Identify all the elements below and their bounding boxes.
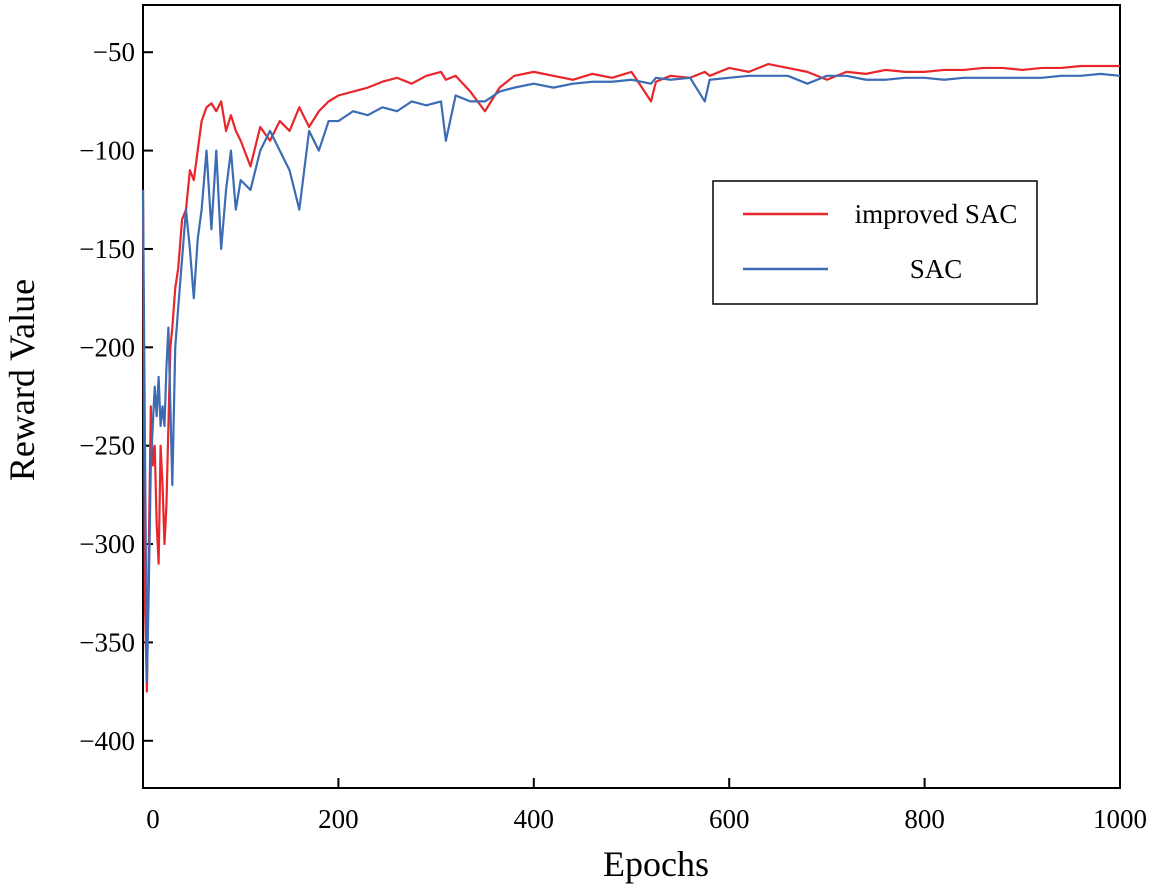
legend-label: SAC: [910, 254, 963, 284]
x-tick-label: 1000: [1093, 804, 1147, 834]
legend-label: improved SAC: [855, 199, 1018, 229]
x-axis-label: Epochs: [603, 844, 709, 884]
plot-frame: [142, 4, 1121, 789]
y-tick-label: −150: [79, 234, 135, 264]
y-tick-label: −250: [79, 431, 135, 461]
x-tick-label: 600: [709, 804, 750, 834]
y-tick-label: −50: [93, 37, 135, 67]
x-tick-label: 0: [146, 804, 160, 834]
y-tick-label: −350: [79, 627, 135, 657]
x-tick-label: 800: [904, 804, 945, 834]
y-tick-label: −100: [79, 136, 135, 166]
line-series: [141, 72, 1121, 683]
y-tick-label: −200: [79, 332, 135, 362]
x-tick-label: 400: [514, 804, 555, 834]
y-tick-label: −400: [79, 726, 135, 756]
y-axis-label: Reward Value: [2, 279, 42, 481]
line-series: [141, 62, 1120, 693]
legend-box: [712, 180, 1038, 305]
x-tick-label: 200: [318, 804, 359, 834]
y-tick-label: −300: [79, 529, 135, 559]
